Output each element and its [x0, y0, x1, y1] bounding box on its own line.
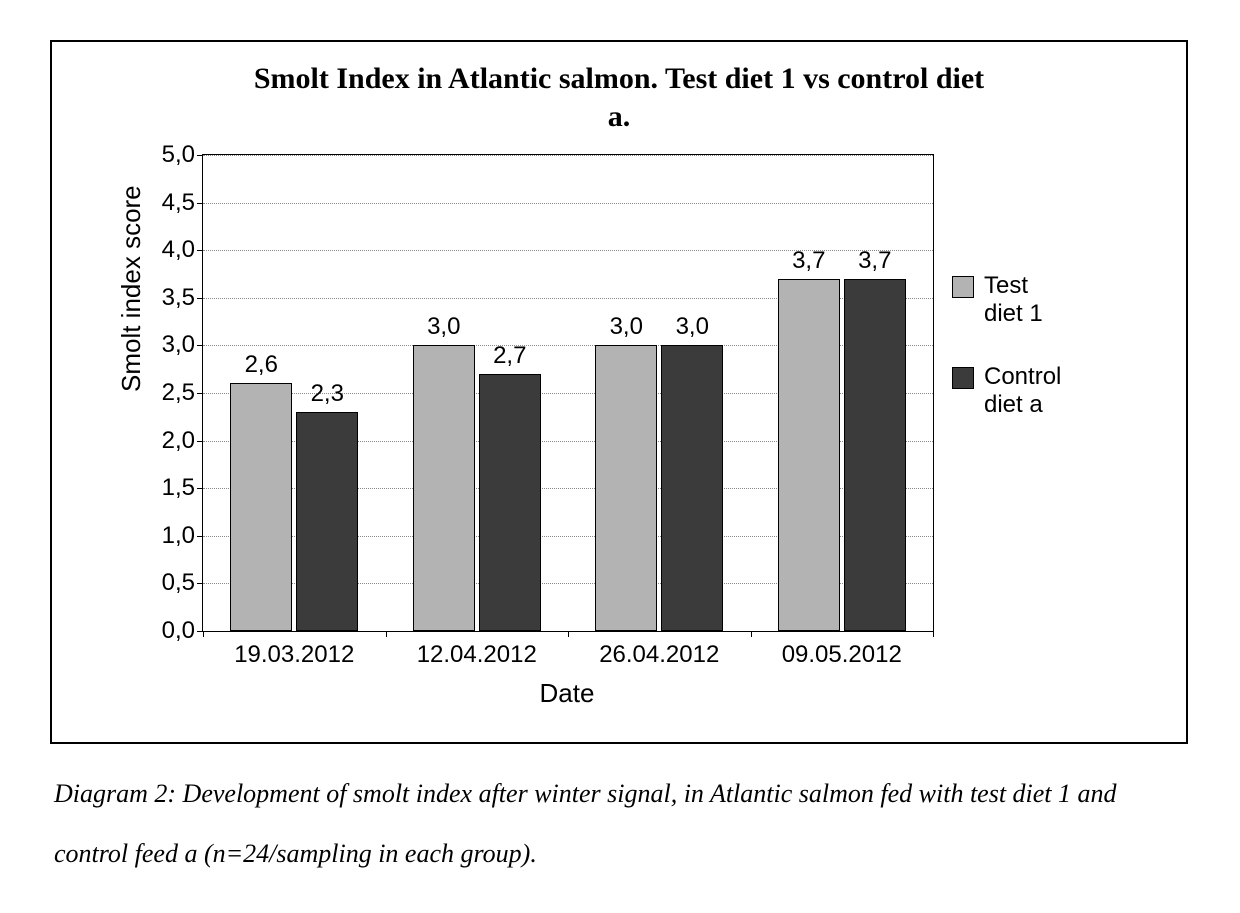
page: Smolt Index in Atlantic salmon. Test die… [0, 0, 1240, 913]
y-tick-label: 0,5 [162, 569, 195, 597]
x-tick-mark [203, 631, 204, 637]
bar-value-label: 3,0 [427, 313, 460, 341]
y-tick-label: 0,0 [162, 617, 195, 645]
bar [844, 279, 906, 631]
legend-swatch [952, 276, 974, 298]
y-tick-label: 1,0 [162, 522, 195, 550]
bar-value-label: 2,7 [493, 342, 526, 370]
bar [230, 383, 292, 631]
y-tick-mark [197, 583, 203, 584]
bar-value-label: 3,7 [792, 247, 825, 275]
grid-line [203, 155, 933, 156]
y-tick-label: 4,5 [162, 189, 195, 217]
x-tick-mark [568, 631, 569, 637]
y-tick-mark [197, 441, 203, 442]
legend-item: Controldiet a [952, 363, 1162, 418]
legend-label: Testdiet 1 [984, 272, 1043, 327]
bar-value-label: 3,0 [676, 313, 709, 341]
bar [778, 279, 840, 631]
figure-caption: Diagram 2: Development of smolt index af… [54, 764, 1184, 884]
chart-title-line1: Smolt Index in Atlantic salmon. Test die… [254, 62, 984, 95]
y-tick-label: 3,0 [162, 331, 195, 359]
bar-value-label: 3,0 [610, 313, 643, 341]
x-tick-label: 19.03.2012 [234, 641, 354, 669]
legend: Testdiet 1 Controldiet a [952, 272, 1162, 454]
legend-swatch [952, 367, 974, 389]
y-tick-label: 5,0 [162, 141, 195, 169]
y-tick-label: 4,0 [162, 236, 195, 264]
grid-line [203, 203, 933, 204]
chart-title: Smolt Index in Atlantic salmon. Test die… [52, 60, 1186, 135]
bar [595, 345, 657, 631]
x-tick-mark [751, 631, 752, 637]
chart-frame: Smolt Index in Atlantic salmon. Test die… [50, 40, 1188, 744]
legend-label: Controldiet a [984, 363, 1061, 418]
y-tick-mark [197, 298, 203, 299]
y-tick-mark [197, 345, 203, 346]
bar-value-label: 2,6 [245, 351, 278, 379]
x-tick-label: 26.04.2012 [599, 641, 719, 669]
y-tick-label: 2,0 [162, 427, 195, 455]
y-tick-mark [197, 203, 203, 204]
legend-item: Testdiet 1 [952, 272, 1162, 327]
x-tick-label: 09.05.2012 [782, 641, 902, 669]
chart-title-line2: a. [608, 100, 631, 133]
bar [661, 345, 723, 631]
bar-value-label: 3,7 [858, 247, 891, 275]
x-tick-mark [386, 631, 387, 637]
y-tick-mark [197, 536, 203, 537]
x-tick-mark [933, 631, 934, 637]
x-axis-title: Date [202, 678, 932, 709]
bar-value-label: 2,3 [311, 380, 344, 408]
bar [296, 412, 358, 631]
x-tick-label: 12.04.2012 [417, 641, 537, 669]
y-tick-label: 3,5 [162, 284, 195, 312]
y-tick-label: 1,5 [162, 474, 195, 502]
plot-area: 0,00,51,01,52,02,53,03,54,04,55,019.03.2… [202, 154, 934, 632]
bar [413, 345, 475, 631]
y-tick-mark [197, 393, 203, 394]
y-tick-mark [197, 155, 203, 156]
y-tick-mark [197, 488, 203, 489]
bar [479, 374, 541, 631]
y-tick-label: 2,5 [162, 379, 195, 407]
y-tick-mark [197, 250, 203, 251]
y-axis-title: Smolt index score [116, 185, 147, 392]
